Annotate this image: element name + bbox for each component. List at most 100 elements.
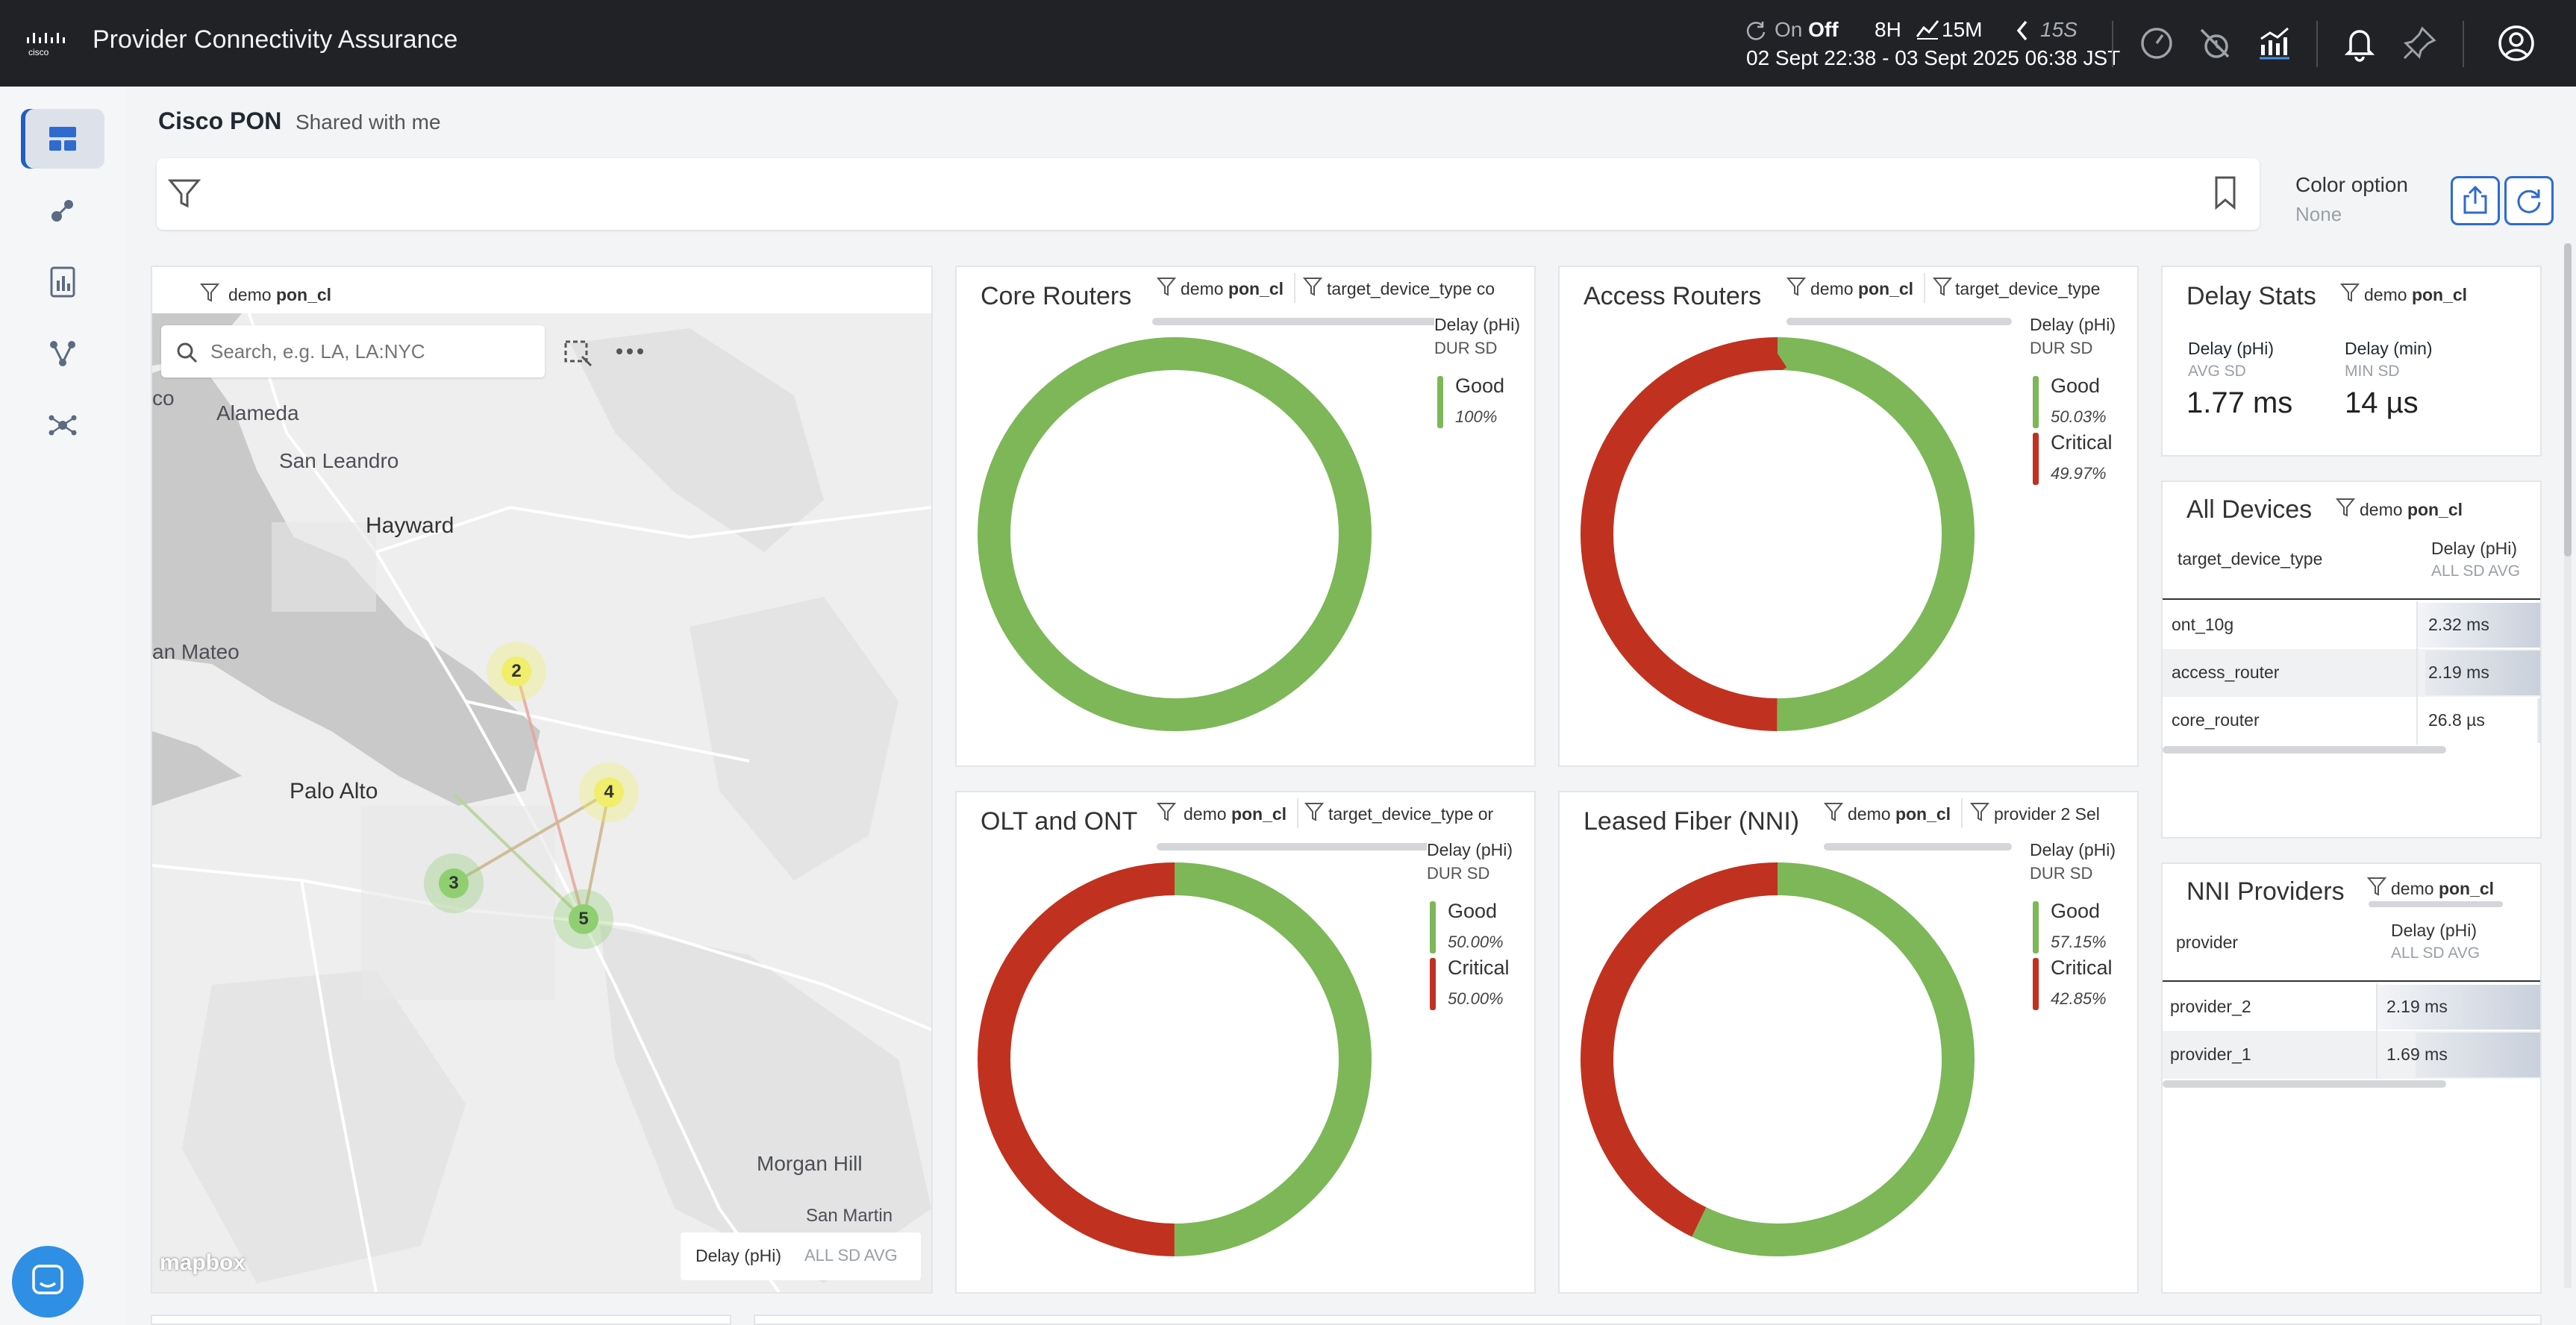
column-header[interactable]: provider bbox=[2176, 933, 2239, 952]
legend-item-name[interactable]: Critical bbox=[1448, 956, 1510, 979]
legend-item-pct: 57.15% bbox=[2051, 933, 2107, 951]
reload-button[interactable] bbox=[2504, 176, 2554, 225]
filter-chip[interactable]: target_device_type co bbox=[1327, 279, 1495, 298]
range-15m-button[interactable]: 15M bbox=[1942, 18, 1983, 41]
cluster-count: 3 bbox=[439, 868, 469, 898]
map-select-area-icon[interactable] bbox=[560, 334, 594, 369]
filter-icon[interactable] bbox=[167, 176, 201, 210]
legend-item-name[interactable]: Good bbox=[2051, 375, 2101, 397]
nav-topology[interactable] bbox=[21, 324, 104, 383]
map-place-label: Hayward bbox=[366, 513, 454, 538]
map-cluster[interactable]: 5 bbox=[554, 889, 613, 949]
trend-icon bbox=[1916, 20, 1939, 40]
map-cluster[interactable]: 3 bbox=[424, 853, 484, 913]
map-cluster[interactable]: 4 bbox=[579, 762, 639, 822]
color-option-select[interactable]: None bbox=[2295, 203, 2342, 225]
mapbox-logo[interactable]: mapbox bbox=[160, 1250, 246, 1275]
bell-icon[interactable] bbox=[2339, 22, 2380, 64]
table-scrollbar[interactable] bbox=[2163, 746, 2446, 754]
share-button[interactable] bbox=[2451, 176, 2500, 225]
metric-label: Delay (min) bbox=[2345, 339, 2433, 358]
legend-item-name[interactable]: Good bbox=[2051, 900, 2101, 922]
map-filter-chip[interactable]: demo pon_cl bbox=[228, 285, 331, 305]
chip-scrollbar[interactable] bbox=[2369, 901, 2503, 907]
table-cell: 2.32 ms bbox=[2428, 615, 2489, 634]
column-header[interactable]: target_device_type bbox=[2178, 549, 2323, 568]
filter-chip[interactable]: target_device_type or bbox=[1328, 804, 1494, 824]
leased-fiber-donut[interactable] bbox=[1575, 856, 1981, 1262]
range-8h-button[interactable]: 8H bbox=[1875, 18, 1901, 41]
map-canvas[interactable] bbox=[152, 313, 931, 1292]
chat-support-button[interactable] bbox=[12, 1246, 84, 1318]
olt-ont-donut[interactable] bbox=[972, 856, 1378, 1262]
color-option-label: Color option bbox=[2295, 173, 2408, 196]
filter-chip[interactable]: demo pon_cl bbox=[1184, 804, 1287, 824]
map-search-input[interactable] bbox=[209, 336, 533, 367]
donut-segment-good[interactable] bbox=[978, 337, 1372, 731]
filter-chip[interactable]: demo pon_cl bbox=[2391, 879, 2495, 898]
map-cluster[interactable]: 2 bbox=[487, 642, 546, 701]
legend-item-name[interactable]: Critical bbox=[2051, 956, 2113, 979]
map-place-label: co bbox=[152, 386, 175, 410]
nav-sessions[interactable] bbox=[21, 181, 104, 240]
page-scrollbar-thumb[interactable] bbox=[2564, 243, 2572, 557]
bottom-panel bbox=[754, 1315, 2542, 1325]
bookmark-icon[interactable] bbox=[2210, 175, 2240, 212]
map-legend-modifiers: ALL SD AVG bbox=[804, 1246, 898, 1265]
access-routers-donut[interactable] bbox=[1575, 331, 1981, 737]
nni-providers-panel: NNI Providers demo pon_cl provider Delay… bbox=[2161, 862, 2542, 1294]
map-view[interactable]: co Alameda San Leandro Hayward an Mateo … bbox=[152, 313, 931, 1292]
column-header[interactable]: Delay (pHi) bbox=[2391, 921, 2477, 940]
core-routers-donut[interactable] bbox=[972, 331, 1378, 737]
chip-scrollbar[interactable] bbox=[1157, 843, 1445, 851]
filter-chip[interactable]: target_device_type bbox=[1955, 279, 2101, 298]
page-scrollbar[interactable] bbox=[2564, 243, 2572, 1288]
panel-title: NNI Providers bbox=[2186, 877, 2345, 906]
map-place-label: San Leandro bbox=[279, 449, 399, 472]
more-options-icon[interactable] bbox=[613, 340, 646, 363]
filter-chip[interactable]: provider 2 Sel bbox=[1994, 804, 2100, 824]
chevron-left-icon[interactable] bbox=[2015, 19, 2030, 42]
filter-chip[interactable]: demo pon_cl bbox=[1848, 804, 1951, 824]
legend-title: Delay (pHi) bbox=[2030, 840, 2116, 860]
nav-dashboards[interactable] bbox=[21, 109, 104, 169]
nav-network[interactable] bbox=[21, 395, 104, 455]
legend-item-name[interactable]: Good bbox=[1455, 375, 1505, 397]
donut-segment-critical[interactable] bbox=[978, 862, 1372, 1256]
alert-off-icon[interactable] bbox=[2194, 22, 2236, 64]
legend-item-name[interactable]: Good bbox=[1448, 900, 1498, 922]
filter-chip[interactable]: demo pon_cl bbox=[2360, 500, 2463, 519]
filter-chip[interactable]: demo pon_cl bbox=[2364, 285, 2468, 304]
report-icon bbox=[50, 266, 75, 298]
filter-chip[interactable]: demo pon_cl bbox=[1181, 279, 1284, 298]
map-search-box[interactable] bbox=[161, 325, 545, 378]
donut-segment-critical[interactable] bbox=[1581, 862, 1975, 1256]
table-row[interactable] bbox=[2163, 697, 2540, 745]
date-range[interactable]: 02 Sept 22:38 - 03 Sept 2025 06:38 JST bbox=[1746, 46, 2121, 69]
chip-scrollbar[interactable] bbox=[1824, 843, 2012, 851]
legend-item-name[interactable]: Critical bbox=[2051, 431, 2113, 454]
legend-swatch bbox=[2033, 901, 2039, 953]
gauge-icon[interactable] bbox=[2136, 22, 2178, 64]
cisco-logo[interactable]: cisco bbox=[25, 30, 72, 57]
metric-modifiers: MIN SD bbox=[2345, 363, 2400, 380]
table-scrollbar[interactable] bbox=[2163, 1080, 2446, 1088]
live-toggle[interactable]: On Off bbox=[1775, 18, 1839, 42]
refresh-icon[interactable] bbox=[1745, 19, 1767, 42]
nav-reports[interactable] bbox=[21, 252, 104, 312]
column-header[interactable]: Delay (pHi) bbox=[2431, 539, 2518, 558]
donut-segment-critical[interactable] bbox=[1581, 337, 1975, 731]
chip-scrollbar[interactable] bbox=[1786, 318, 2012, 325]
filter-bar[interactable] bbox=[157, 158, 2260, 230]
user-avatar-icon[interactable] bbox=[2495, 22, 2537, 64]
refresh-interval[interactable]: 15S bbox=[2040, 18, 2078, 41]
map-place-label: an Mateo bbox=[152, 640, 240, 663]
analytics-icon[interactable] bbox=[2254, 22, 2295, 64]
legend-item-pct: 50.00% bbox=[1448, 989, 1504, 1008]
pin-icon[interactable] bbox=[2398, 22, 2440, 64]
chip-scrollbar[interactable] bbox=[1152, 318, 1446, 325]
legend-subtitle: DUR SD bbox=[1434, 339, 1498, 357]
table-cell: core_router bbox=[2172, 710, 2260, 730]
filter-chip[interactable]: demo pon_cl bbox=[1810, 279, 1914, 298]
live-off-label: Off bbox=[1808, 18, 1839, 41]
